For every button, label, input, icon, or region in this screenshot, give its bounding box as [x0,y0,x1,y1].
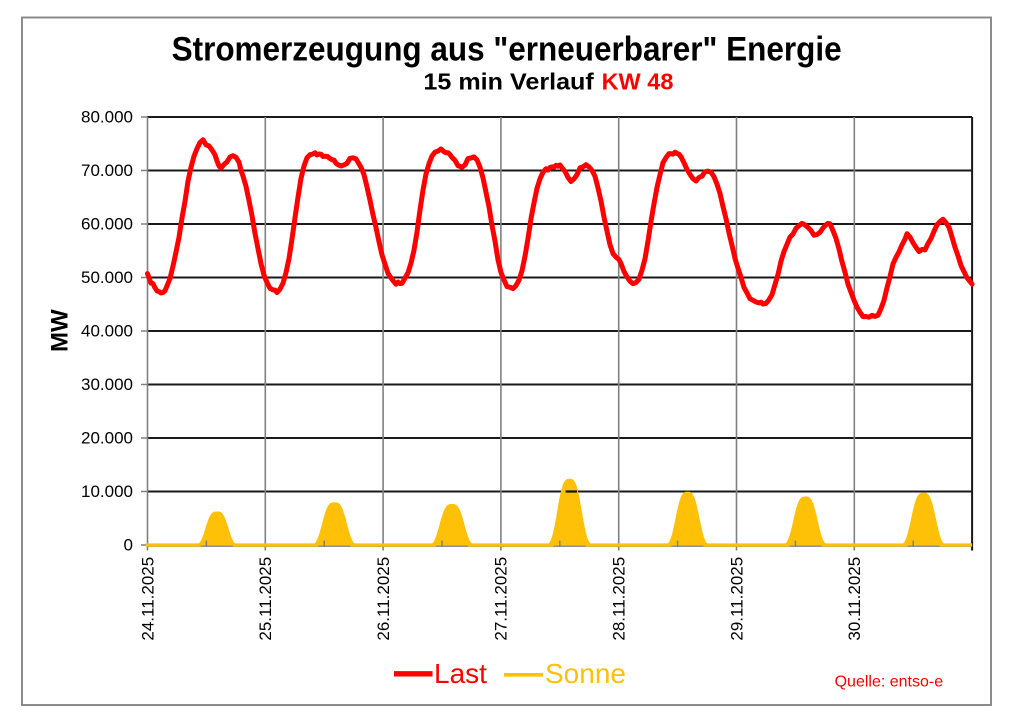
svg-text:Stromerzeugung aus "erneuerbar: Stromerzeugung aus "erneuerbarer" Energi… [172,30,842,68]
svg-text:27.11.2025: 27.11.2025 [492,557,511,641]
svg-text:60.000: 60.000 [81,215,133,234]
svg-text:MW: MW [47,309,74,352]
svg-text:Sonne: Sonne [545,658,626,689]
svg-text:15 min Verlauf: 15 min Verlauf [423,68,594,94]
svg-text:28.11.2025: 28.11.2025 [610,557,629,641]
svg-text:25.11.2025: 25.11.2025 [256,557,275,641]
svg-text:30.11.2025: 30.11.2025 [845,557,864,641]
svg-text:24.11.2025: 24.11.2025 [138,557,157,641]
svg-text:20.000: 20.000 [81,429,133,448]
svg-text:50.000: 50.000 [81,268,133,287]
svg-text:26.11.2025: 26.11.2025 [374,557,393,641]
svg-text:Quelle: entso-e: Quelle: entso-e [835,674,944,691]
svg-text:KW 48: KW 48 [602,68,674,94]
svg-text:70.000: 70.000 [81,161,133,180]
svg-text:29.11.2025: 29.11.2025 [727,557,746,641]
svg-text:80.000: 80.000 [81,108,133,127]
svg-text:0: 0 [124,536,133,555]
svg-text:30.000: 30.000 [81,375,133,394]
svg-text:10.000: 10.000 [81,482,133,501]
svg-text:Last: Last [434,658,487,689]
svg-text:40.000: 40.000 [81,322,133,341]
